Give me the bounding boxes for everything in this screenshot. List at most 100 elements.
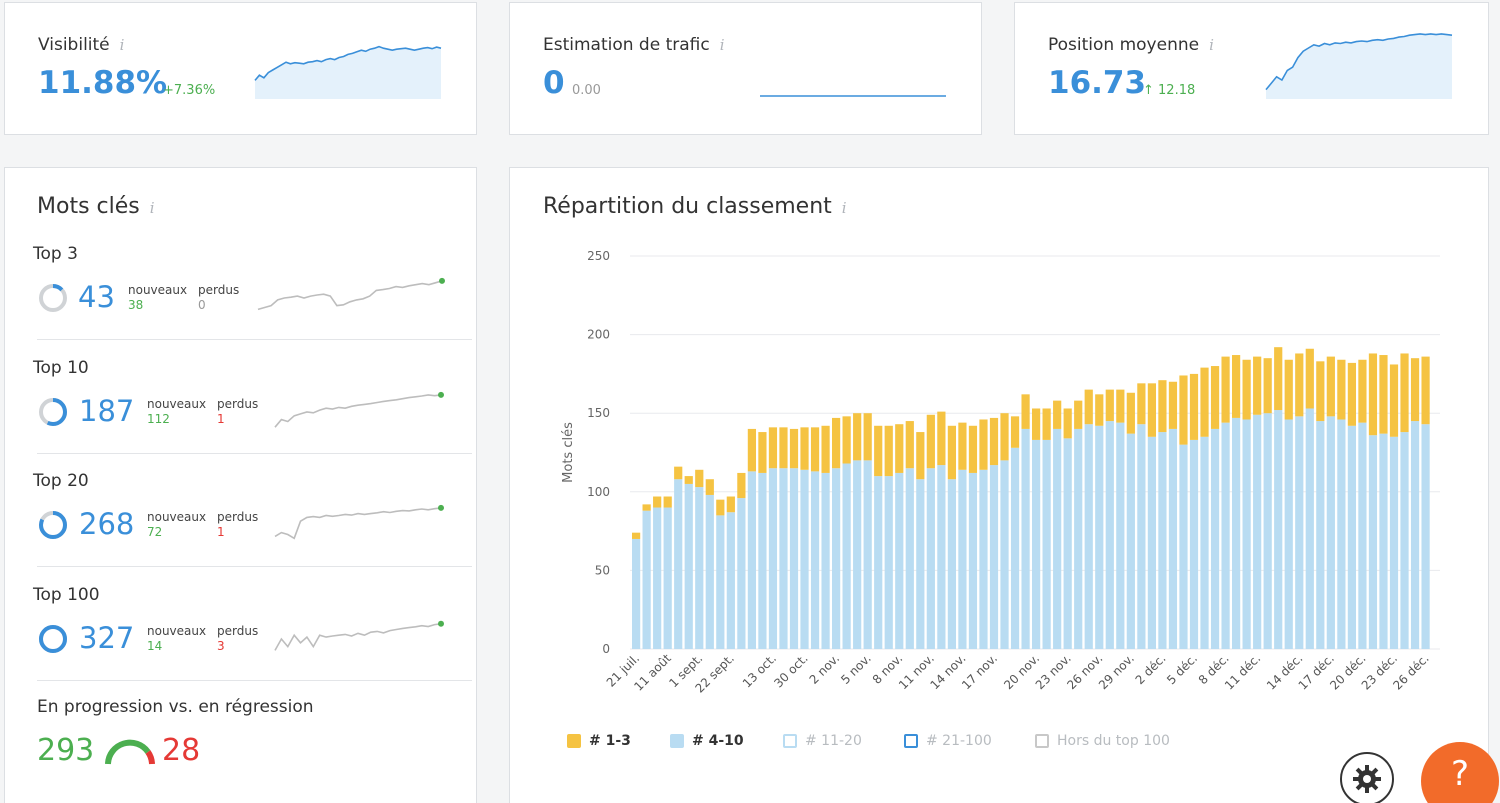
info-icon[interactable]: i	[841, 199, 847, 217]
bar-4-10	[863, 460, 872, 649]
keywords-title: Mots clés i	[37, 194, 155, 219]
legend-checkbox[interactable]	[567, 734, 581, 748]
bar-4-10	[1084, 424, 1093, 649]
bar-1-3	[768, 427, 778, 469]
y-tick-label: 150	[587, 406, 610, 420]
bar-1-3	[1137, 383, 1146, 425]
bar-1-3	[1032, 408, 1041, 440]
kw-sparkline	[257, 277, 445, 311]
x-tick-label: 13 oct.	[740, 651, 779, 690]
bar-4-10	[874, 476, 883, 649]
bar-4-10	[958, 469, 967, 649]
kw-ring-icon	[39, 398, 67, 426]
bar-1-3	[1189, 373, 1199, 440]
bar-1-3	[1074, 400, 1083, 429]
info-icon[interactable]: i	[119, 36, 125, 54]
visibility-card: Visibilité i 11.88% +7.36%	[4, 2, 477, 135]
traffic-delta: 0.00	[572, 83, 601, 98]
bar-1-3	[1126, 392, 1135, 434]
bar-1-3	[937, 411, 946, 466]
bar-4-10	[1010, 447, 1020, 649]
y-tick-label: 250	[587, 249, 610, 263]
bar-1-3	[1242, 359, 1251, 420]
separator	[37, 566, 472, 567]
kw-lost-label: perdus	[198, 283, 240, 297]
legend-label: # 1-3	[589, 733, 631, 749]
bar-4-10	[1032, 439, 1041, 649]
sparkline-line	[274, 623, 442, 651]
bar-1-3	[1263, 358, 1272, 414]
separator	[37, 339, 472, 340]
bar-1-3	[1010, 416, 1020, 448]
kw-sparkline	[274, 391, 444, 428]
bar-1-3	[884, 425, 893, 477]
kw-lost-label: perdus	[217, 510, 259, 524]
kw-row-value: 268	[79, 507, 135, 541]
sparkline-area	[1266, 33, 1452, 99]
bar-4-10	[1295, 416, 1304, 649]
bar-1-3	[1053, 400, 1062, 429]
bar-1-3	[1326, 356, 1335, 417]
legend-label: # 21-100	[926, 733, 992, 749]
visibility-value: 11.88%	[38, 65, 168, 101]
bar-4-10	[726, 512, 735, 649]
bar-1-3	[1200, 367, 1209, 437]
separator	[37, 680, 472, 681]
bar-1-3	[1000, 413, 1009, 461]
bar-4-10	[884, 476, 893, 649]
bar-4-10	[1347, 425, 1356, 649]
bar-1-3	[832, 417, 841, 469]
kw-ring-icon	[39, 511, 67, 539]
progression-down-value: 28	[162, 733, 201, 768]
sparkline-line	[274, 507, 442, 540]
bar-1-3	[1400, 353, 1409, 433]
info-icon[interactable]: i	[1209, 36, 1214, 54]
bar-4-10	[1379, 433, 1388, 649]
bar-4-10	[947, 479, 956, 649]
bar-4-10	[800, 469, 809, 649]
help-button[interactable]: ?	[1421, 742, 1499, 803]
position-sparkline	[1265, 33, 1453, 99]
traffic-label: Estimation de trafic i	[543, 35, 725, 55]
legend-item[interactable]: # 1-3	[567, 733, 631, 749]
bar-4-10	[832, 468, 841, 649]
traffic-card: Estimation de trafic i 0 0.00	[509, 2, 982, 135]
bar-4-10	[1200, 436, 1209, 649]
bar-1-3	[1421, 356, 1430, 425]
bar-4-10	[842, 463, 851, 649]
legend-checkbox[interactable]	[783, 734, 797, 748]
kw-row-label: Top 100	[33, 585, 100, 605]
kw-sparkline	[274, 620, 444, 651]
legend-checkbox[interactable]	[904, 734, 918, 748]
sparkline-end-dot	[439, 277, 445, 284]
info-icon[interactable]: i	[719, 36, 725, 54]
legend-checkbox[interactable]	[1035, 734, 1049, 748]
kw-row-label: Top 20	[33, 471, 89, 491]
bar-4-10	[1284, 419, 1293, 649]
kw-new-label: nouveaux	[147, 624, 207, 638]
bar-4-10	[1221, 422, 1230, 649]
legend-item[interactable]: Hors du top 100	[1035, 733, 1170, 749]
bar-1-3	[1305, 348, 1314, 409]
bar-1-3	[779, 427, 788, 469]
y-tick-label: 50	[595, 563, 610, 577]
bar-4-10	[1242, 419, 1251, 649]
settings-button[interactable]	[1340, 752, 1394, 803]
kw-row-value: 187	[79, 394, 135, 428]
legend-item[interactable]: # 4-10	[670, 733, 744, 749]
bar-4-10	[1074, 428, 1083, 649]
bar-1-3	[1284, 359, 1293, 420]
info-icon[interactable]: i	[149, 199, 155, 217]
legend-item[interactable]: # 11-20	[783, 733, 862, 749]
bar-4-10	[926, 468, 935, 649]
bar-4-10	[1179, 444, 1188, 649]
legend-checkbox[interactable]	[670, 734, 684, 748]
legend-item[interactable]: # 21-100	[904, 733, 992, 749]
y-tick-label: 100	[587, 485, 610, 499]
bar-1-3	[1316, 361, 1325, 422]
bar-4-10	[705, 494, 714, 649]
bar-1-3	[1274, 347, 1283, 411]
bar-1-3	[1389, 364, 1399, 437]
bar-1-3	[989, 417, 999, 466]
traffic-value: 0	[543, 65, 565, 101]
